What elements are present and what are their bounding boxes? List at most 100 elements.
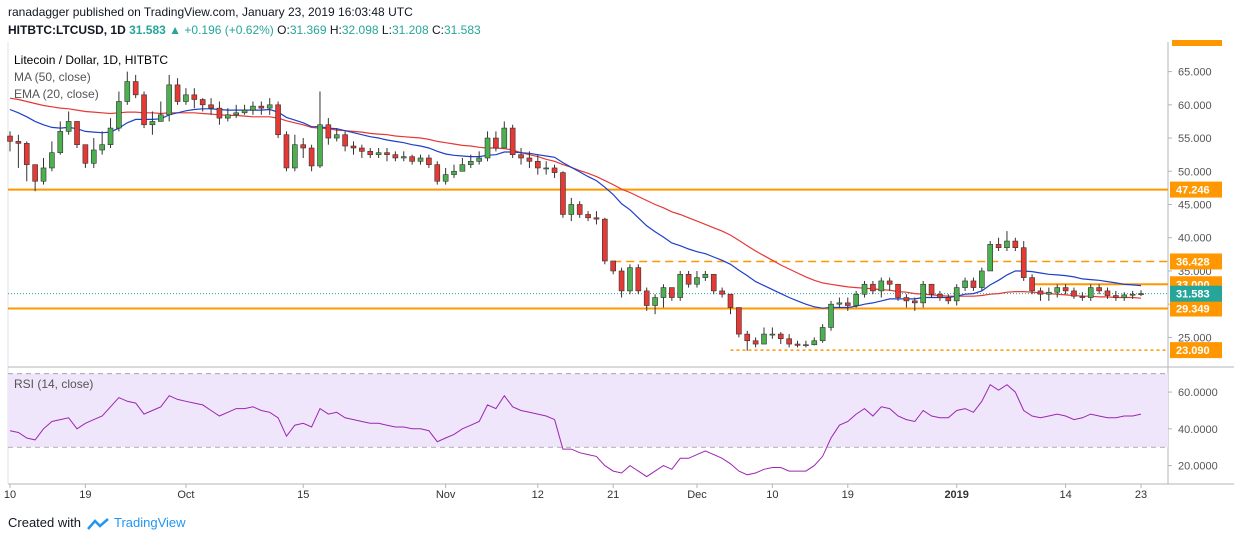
candle-body — [74, 121, 80, 145]
candle-body — [442, 174, 449, 182]
low-label: L: — [381, 23, 392, 37]
candle-body — [635, 267, 642, 292]
candle-body — [342, 134, 348, 147]
rsi-line — [9, 383, 1142, 478]
candle-body — [149, 121, 156, 126]
candle-body — [266, 104, 273, 109]
high-value: 32.098 — [341, 23, 379, 37]
candle-body — [627, 267, 633, 292]
candle-body — [501, 127, 508, 149]
candle-body — [710, 273, 717, 292]
candle-body — [1079, 295, 1086, 298]
candle-body — [158, 114, 164, 122]
level-axis-badge — [1170, 342, 1222, 359]
candle-body — [928, 283, 935, 295]
high-label: H: — [329, 23, 342, 37]
candle-body — [476, 157, 482, 162]
candle-body — [518, 154, 524, 159]
candle-body — [794, 343, 801, 346]
candle-body — [819, 327, 826, 342]
candle-body — [844, 302, 851, 306]
candle-body — [551, 167, 558, 173]
candle-body — [979, 270, 985, 288]
candle-body — [861, 283, 868, 295]
current-price-badge — [1170, 285, 1222, 302]
candle-body — [216, 107, 223, 119]
close-label: C: — [431, 23, 444, 37]
candle-body — [493, 137, 499, 149]
rsi-band — [8, 373, 1168, 448]
up-arrow-icon: ▲ — [169, 23, 182, 37]
candle-body — [7, 135, 13, 142]
candle-body — [191, 94, 198, 100]
candle-body — [769, 333, 776, 336]
tradingview-brand-link[interactable]: TradingView — [114, 515, 186, 530]
candle-body — [920, 283, 926, 304]
candle-body — [937, 293, 943, 298]
candle-body — [777, 333, 784, 340]
price-tick-label: 40.000 — [1178, 233, 1212, 245]
time-tick-label: Nov — [436, 489, 456, 501]
candle-body — [132, 81, 139, 96]
candle-body — [1020, 247, 1027, 278]
legend-layer: Litecoin / Dollar, 1D, HITBTC MA (50, cl… — [14, 53, 168, 391]
candle-body — [962, 280, 968, 288]
candle-body — [853, 293, 859, 306]
candle-body — [576, 204, 583, 215]
candle-body — [124, 81, 131, 102]
candle-body — [241, 109, 248, 114]
candle-body — [602, 218, 608, 262]
open-label: O: — [277, 23, 290, 37]
candle-body — [300, 144, 307, 149]
candle-body — [526, 157, 533, 162]
candle-body — [325, 124, 332, 139]
candle-body — [392, 154, 399, 159]
candle-body — [987, 244, 994, 272]
time-tick-label: 14 — [1059, 489, 1071, 501]
axis-top-marker — [1172, 40, 1222, 46]
current-price-label: 31.583 — [1176, 289, 1210, 301]
candle-body — [359, 147, 365, 152]
low-value: 31.208 — [391, 23, 429, 37]
rsi-legend: RSI (14, close) — [14, 377, 93, 391]
time-tick-label: 10 — [766, 489, 778, 501]
candle-body — [878, 280, 885, 292]
candle-body — [1096, 287, 1102, 292]
candle-body — [543, 167, 549, 170]
candle-body — [534, 161, 541, 169]
published-text: published on TradingView.com, January 23… — [72, 5, 413, 19]
candle-body — [208, 104, 214, 109]
candle-body — [317, 124, 323, 167]
candle-body — [1004, 240, 1010, 248]
candle-body — [283, 134, 290, 169]
candle-body — [618, 270, 625, 292]
ma50-line — [9, 97, 1142, 299]
candle-body — [434, 164, 441, 182]
candle-body — [199, 99, 206, 106]
candle-body — [308, 147, 315, 167]
open-value: 31.369 — [289, 23, 327, 37]
time-tick-label: 23 — [1135, 489, 1147, 501]
close-value: 31.583 — [443, 23, 481, 37]
candle-body — [744, 333, 751, 342]
time-tick-label: 19 — [842, 489, 854, 501]
candle-body — [90, 149, 97, 164]
candle-body — [166, 84, 172, 116]
candle-body — [652, 297, 658, 306]
candle-body — [400, 156, 407, 159]
author-link[interactable]: ranadagger — [8, 5, 70, 19]
candle-body — [970, 280, 977, 288]
candle-body — [384, 152, 390, 155]
level-axis-label: 47.246 — [1176, 185, 1210, 197]
candle-body — [1012, 240, 1019, 248]
time-tick-label: 2019 — [944, 489, 968, 501]
candle-body — [367, 151, 374, 155]
candle-body — [292, 144, 298, 169]
candle-body — [23, 143, 30, 165]
candle-body — [459, 164, 466, 172]
price-tick-label: 55.000 — [1178, 133, 1212, 145]
candle-body — [509, 127, 516, 155]
candle-body — [141, 94, 147, 126]
candle-body — [677, 273, 684, 298]
